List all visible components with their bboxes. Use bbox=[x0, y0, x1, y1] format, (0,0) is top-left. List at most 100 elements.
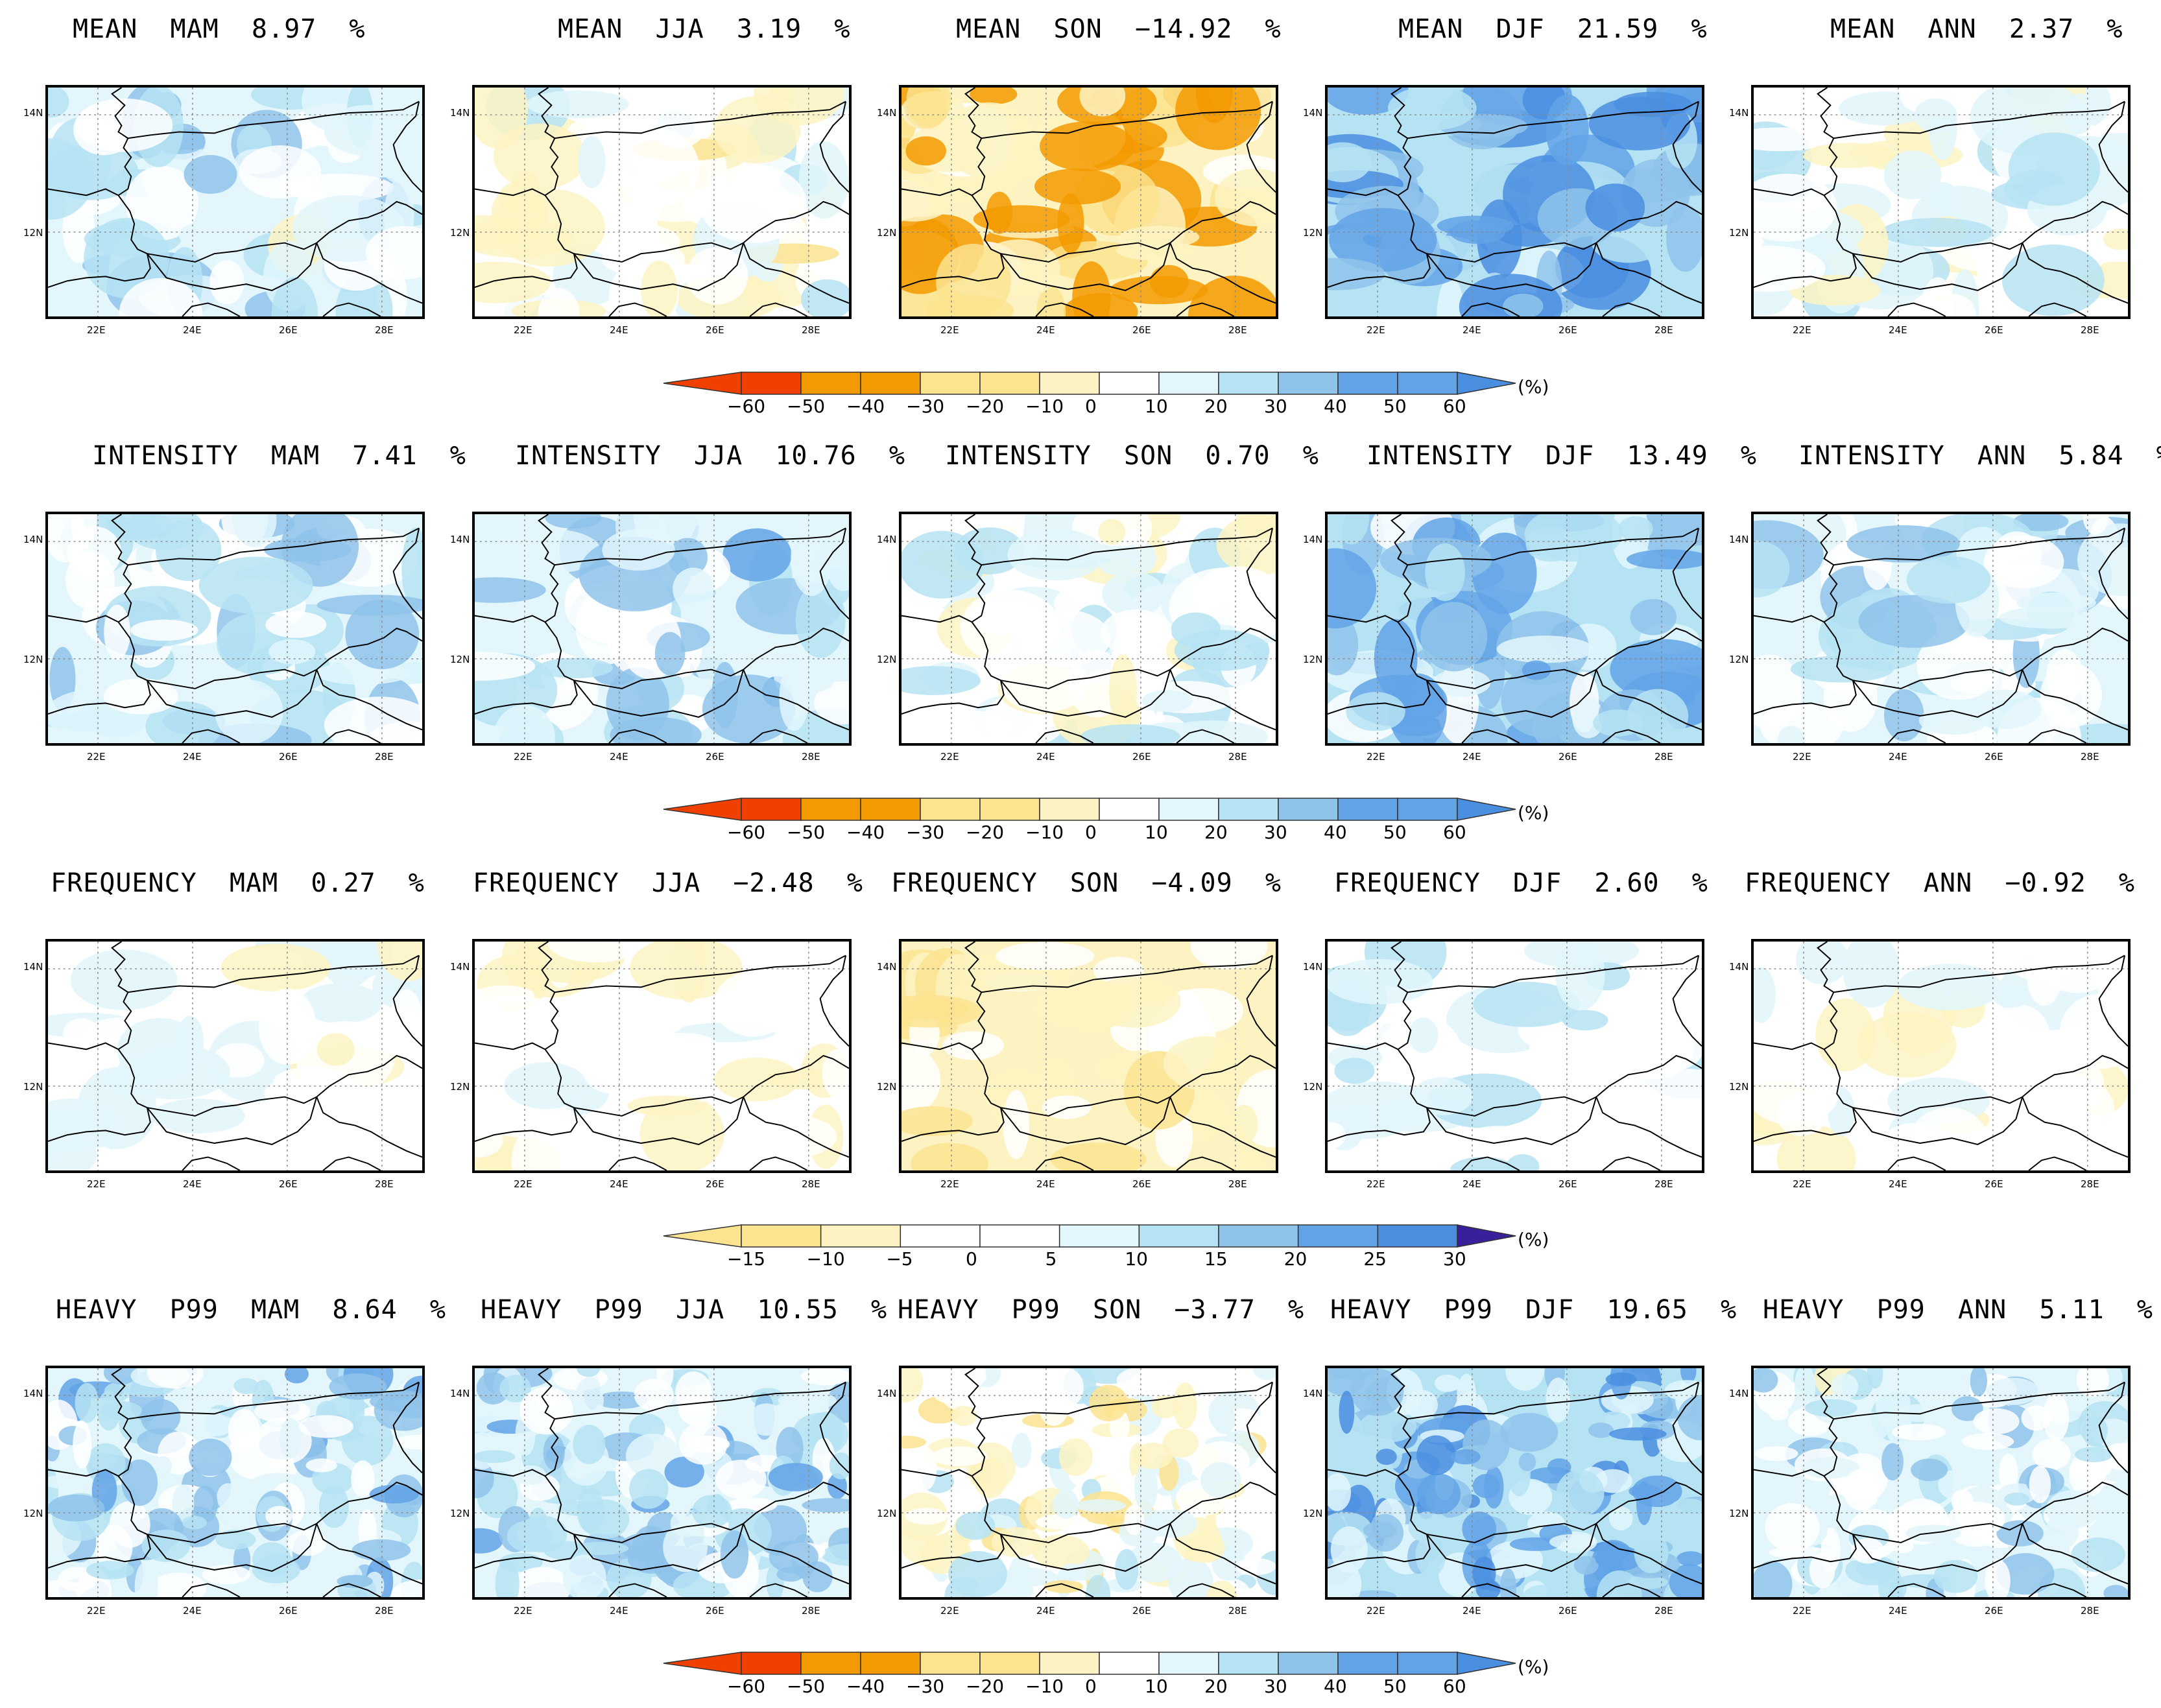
country-border bbox=[322, 1583, 381, 1597]
field-patch bbox=[621, 1001, 686, 1038]
panel-title: FREQUENCY MAM 0.27 % bbox=[51, 868, 425, 898]
country-border bbox=[48, 680, 151, 715]
field-patch bbox=[390, 989, 422, 1056]
field-patch bbox=[1162, 1428, 1199, 1458]
field-patch bbox=[377, 942, 422, 981]
field-patch bbox=[75, 98, 173, 152]
country-border bbox=[147, 627, 422, 689]
field-patch bbox=[475, 652, 536, 681]
field-patch bbox=[748, 1403, 785, 1436]
field-patch bbox=[1110, 276, 1208, 305]
lon-tick-label: 22E bbox=[514, 751, 532, 763]
field-patch bbox=[1618, 516, 1653, 541]
country-border bbox=[608, 1583, 667, 1597]
colorbar-tick-label: −40 bbox=[846, 396, 885, 417]
field-patch bbox=[1072, 261, 1111, 316]
country-border bbox=[964, 1368, 1273, 1420]
country-border bbox=[2022, 1097, 2128, 1158]
lat-tick-label: 14N bbox=[1303, 1388, 1323, 1399]
colorbar-tick-label: 0 bbox=[1085, 396, 1097, 417]
country-border bbox=[1823, 991, 1854, 1109]
lat-tick-label: 12N bbox=[1729, 654, 1749, 665]
country-border bbox=[1426, 1054, 1702, 1117]
map-panel bbox=[1325, 512, 1704, 746]
field-patch bbox=[1190, 942, 1268, 970]
field-patch bbox=[1911, 1458, 1948, 1482]
field-patch bbox=[1387, 88, 1477, 130]
country-border bbox=[2022, 243, 2128, 304]
field-patch bbox=[545, 514, 602, 529]
field-patch bbox=[901, 530, 985, 599]
country-border bbox=[475, 253, 578, 288]
lat-tick-label: 14N bbox=[1729, 1388, 1749, 1399]
field-patch bbox=[1555, 942, 1605, 1011]
colorbar-tick-label: 10 bbox=[1145, 1676, 1168, 1697]
country-border bbox=[475, 1042, 545, 1050]
colorbar-tick-label: 0 bbox=[966, 1248, 977, 1270]
map-field bbox=[901, 88, 1276, 316]
field-patch bbox=[150, 1572, 207, 1597]
field-patch bbox=[1363, 1522, 1397, 1539]
colorbar-tick-label: 0 bbox=[1085, 822, 1097, 843]
lon-tick-label: 28E bbox=[1228, 324, 1247, 336]
colorbar-tick-label: −30 bbox=[906, 822, 945, 843]
country-border bbox=[1754, 1534, 1857, 1569]
country-border bbox=[147, 200, 422, 263]
field-patch bbox=[141, 1529, 191, 1562]
colorbar-tick-label: 50 bbox=[1383, 822, 1407, 843]
colorbar-tick-label: 30 bbox=[1264, 822, 1287, 843]
country-border bbox=[1391, 1368, 1699, 1420]
field-patch bbox=[1351, 1368, 1404, 1416]
field-patch bbox=[1411, 1077, 1473, 1115]
colorbar-tick-label: −60 bbox=[727, 396, 766, 417]
field-patch bbox=[119, 278, 203, 316]
country-border bbox=[475, 188, 545, 196]
field-patch bbox=[798, 141, 849, 219]
field-patch bbox=[1549, 1534, 1596, 1550]
country-border bbox=[538, 514, 846, 566]
panel-title: INTENSITY SON 0.70 % bbox=[945, 441, 1319, 471]
field-patch bbox=[1754, 1561, 1793, 1597]
colorbar-bin bbox=[860, 798, 921, 821]
country-border bbox=[544, 991, 575, 1109]
map-field bbox=[901, 1368, 1276, 1597]
field-patch bbox=[1328, 614, 1359, 676]
country-border bbox=[964, 942, 1273, 993]
field-patch bbox=[911, 1143, 988, 1170]
field-patch bbox=[1525, 526, 1576, 562]
country-border bbox=[475, 680, 578, 715]
country-border bbox=[901, 253, 1005, 288]
lon-tick-label: 22E bbox=[1367, 1605, 1385, 1617]
colorbar-tick-label: 20 bbox=[1204, 822, 1228, 843]
field-patch bbox=[193, 1486, 218, 1523]
field-patch bbox=[1896, 964, 2003, 1010]
panel-title: FREQUENCY JJA −2.48 % bbox=[473, 868, 863, 898]
field-patch bbox=[1991, 531, 2042, 582]
colorbar-bin bbox=[1297, 1224, 1379, 1248]
field-patch bbox=[511, 1124, 567, 1170]
field-patch bbox=[1754, 127, 1833, 152]
colorbar-tick-label: −60 bbox=[727, 822, 766, 843]
map-panel bbox=[472, 512, 852, 746]
country-border bbox=[608, 302, 667, 316]
field-patch bbox=[1892, 1423, 1946, 1441]
colorbar-tick-label: −10 bbox=[1025, 1676, 1064, 1697]
map-field bbox=[1754, 88, 2128, 316]
field-patch bbox=[305, 1458, 337, 1473]
panel-title: HEAVY P99 MAM 8.64 % bbox=[56, 1295, 446, 1325]
field-patch bbox=[814, 681, 849, 724]
country-border bbox=[743, 1097, 849, 1158]
lon-tick-label: 26E bbox=[1985, 751, 2003, 763]
field-patch bbox=[980, 1401, 1018, 1430]
country-border bbox=[1595, 669, 1702, 731]
field-patch bbox=[1329, 208, 1437, 272]
map-field bbox=[1328, 1368, 1702, 1597]
field-patch bbox=[905, 136, 946, 166]
field-patch bbox=[558, 1500, 599, 1516]
field-patch bbox=[233, 1377, 259, 1394]
field-patch bbox=[1776, 1125, 1856, 1170]
colorbar-bin bbox=[920, 372, 981, 395]
field-patch bbox=[1134, 1463, 1158, 1513]
colorbar-bin bbox=[1337, 798, 1398, 821]
lon-tick-label: 22E bbox=[87, 324, 106, 336]
